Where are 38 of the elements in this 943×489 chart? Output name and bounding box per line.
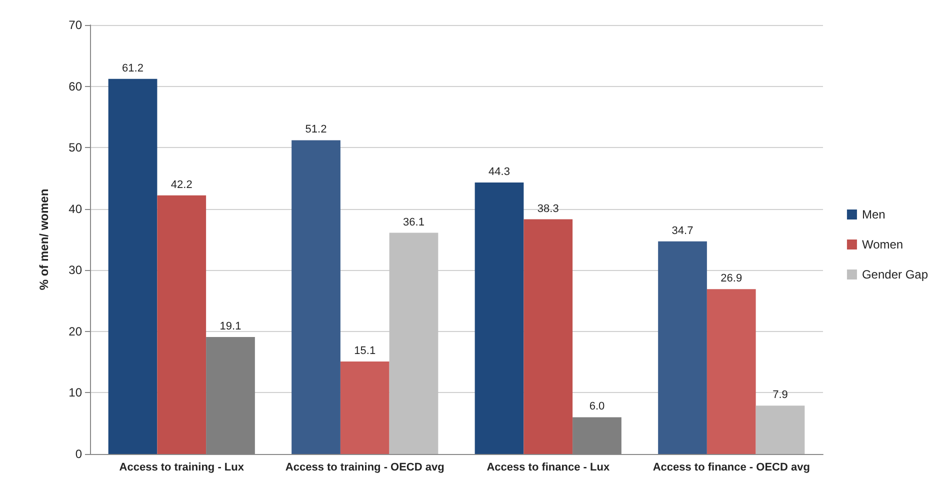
y-tick-label: 40	[68, 202, 82, 216]
y-tick-label: 70	[68, 18, 82, 32]
y-tick-label: 10	[68, 386, 82, 400]
bar	[474, 182, 524, 454]
legend-label: Gender Gap	[862, 268, 928, 282]
bar	[340, 361, 390, 454]
bar	[157, 195, 206, 454]
legend-label: Men	[862, 208, 886, 222]
legend-label: Women	[862, 238, 904, 252]
data-label: 36.1	[403, 216, 424, 228]
y-tick-label: 20	[68, 324, 82, 338]
y-tick-label: 50	[68, 140, 82, 155]
bar	[292, 140, 340, 454]
data-label: 19.1	[220, 320, 242, 332]
y-tick-label: 60	[68, 79, 82, 94]
data-label: 7.9	[772, 389, 788, 402]
data-label: 61.2	[122, 62, 144, 74]
data-label: 26.9	[720, 272, 742, 285]
y-axis-title: % of men/ women	[37, 188, 51, 290]
bar	[658, 241, 707, 454]
data-label: 51.2	[305, 124, 327, 136]
y-tick-label: 0	[75, 447, 82, 461]
data-label: 42.2	[170, 178, 192, 191]
bar	[108, 78, 158, 454]
data-label: 6.0	[589, 400, 605, 413]
x-tick-label: Access to finance - Lux	[486, 462, 610, 474]
bar	[706, 289, 756, 454]
x-tick-label: Access to training - OECD avg	[285, 462, 444, 474]
data-label: 34.7	[672, 224, 694, 237]
data-label: 44.3	[488, 166, 510, 178]
x-tick-label: Access to training - Lux	[119, 462, 245, 474]
data-label: 15.1	[354, 344, 376, 357]
y-tick-label: 30	[68, 263, 82, 278]
bar	[756, 406, 805, 454]
data-label: 38.3	[537, 202, 559, 215]
x-tick-label: Access to finance - OECD avg	[652, 462, 810, 474]
bar	[524, 219, 573, 454]
bar	[389, 232, 438, 454]
